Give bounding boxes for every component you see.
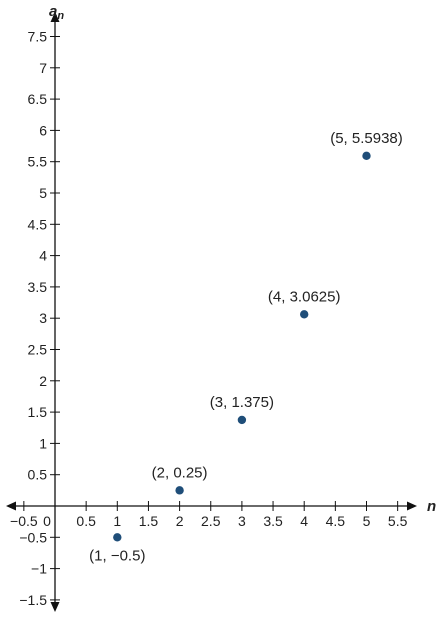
y-tick-label: 0.5 xyxy=(28,467,48,483)
y-tick-label: 6 xyxy=(39,122,47,138)
x-tick-label: 5.5 xyxy=(388,513,408,529)
y-tick-label: 2 xyxy=(39,373,47,389)
axes-layer xyxy=(6,12,417,612)
x-tick-label: 3.5 xyxy=(263,513,283,529)
x-tick-label: 2.5 xyxy=(201,513,221,529)
x-tick-label: 2 xyxy=(176,513,184,529)
y-axis-arrow-down xyxy=(50,602,60,612)
y-tick-label: 5 xyxy=(39,185,47,201)
x-tick-label: 0.5 xyxy=(76,513,96,529)
data-point-label: (1, −0.5) xyxy=(89,547,145,564)
data-point-label: (5, 5.5938) xyxy=(330,130,403,147)
data-point xyxy=(362,151,371,161)
x-axis-title: n xyxy=(427,498,436,515)
y-tick-label: 3.5 xyxy=(28,279,48,295)
data-point-label: (3, 1.375) xyxy=(210,394,274,411)
origin-label: 0 xyxy=(43,513,51,529)
y-tick-label: 5.5 xyxy=(28,154,48,170)
data-point-label: (4, 3.0625) xyxy=(268,288,341,305)
y-tick-label: 1.5 xyxy=(28,404,48,420)
x-tick-label: 5 xyxy=(363,513,371,529)
points-layer: (1, −0.5) (2, 0.25) (3, 1.375) (4, 3.0625) (… xyxy=(89,130,403,564)
ticks-layer: −0.5 0.5 1 1.5 2 2.5 3 3.5 4 4.5 5 5.5 −1.5 −1 −0.5 0.5… xyxy=(10,29,408,608)
data-point xyxy=(300,310,309,319)
y-tick-label: 2.5 xyxy=(28,342,48,358)
x-tick-label: 4.5 xyxy=(326,513,346,529)
x-axis-arrow-left xyxy=(6,501,16,511)
x-tick-label: 1 xyxy=(113,513,121,529)
data-point-label: (2, 0.25) xyxy=(152,464,208,481)
data-point xyxy=(175,486,184,495)
y-tick-label: 1 xyxy=(39,435,47,451)
data-point xyxy=(237,415,247,425)
data-point xyxy=(113,533,122,542)
x-tick-label: 1.5 xyxy=(139,513,159,529)
y-tick-label: −1 xyxy=(31,561,47,577)
y-tick-label: 7.5 xyxy=(28,29,48,45)
y-tick-label: 3 xyxy=(39,310,47,326)
y-axis-arrow-up xyxy=(50,12,60,22)
y-tick-label: 7 xyxy=(39,60,47,76)
y-tick-label: −0.5 xyxy=(19,529,47,545)
y-tick-label: 4.5 xyxy=(28,216,48,232)
x-tick-label: −0.5 xyxy=(10,513,38,529)
y-axis-title: an xyxy=(49,3,64,22)
y-tick-label: 6.5 xyxy=(28,91,48,107)
x-tick-label: 4 xyxy=(300,513,308,529)
y-tick-label: −1.5 xyxy=(19,592,47,608)
y-tick-label: 4 xyxy=(39,248,47,264)
x-axis-arrow-right xyxy=(407,501,417,511)
x-tick-label: 3 xyxy=(238,513,246,529)
